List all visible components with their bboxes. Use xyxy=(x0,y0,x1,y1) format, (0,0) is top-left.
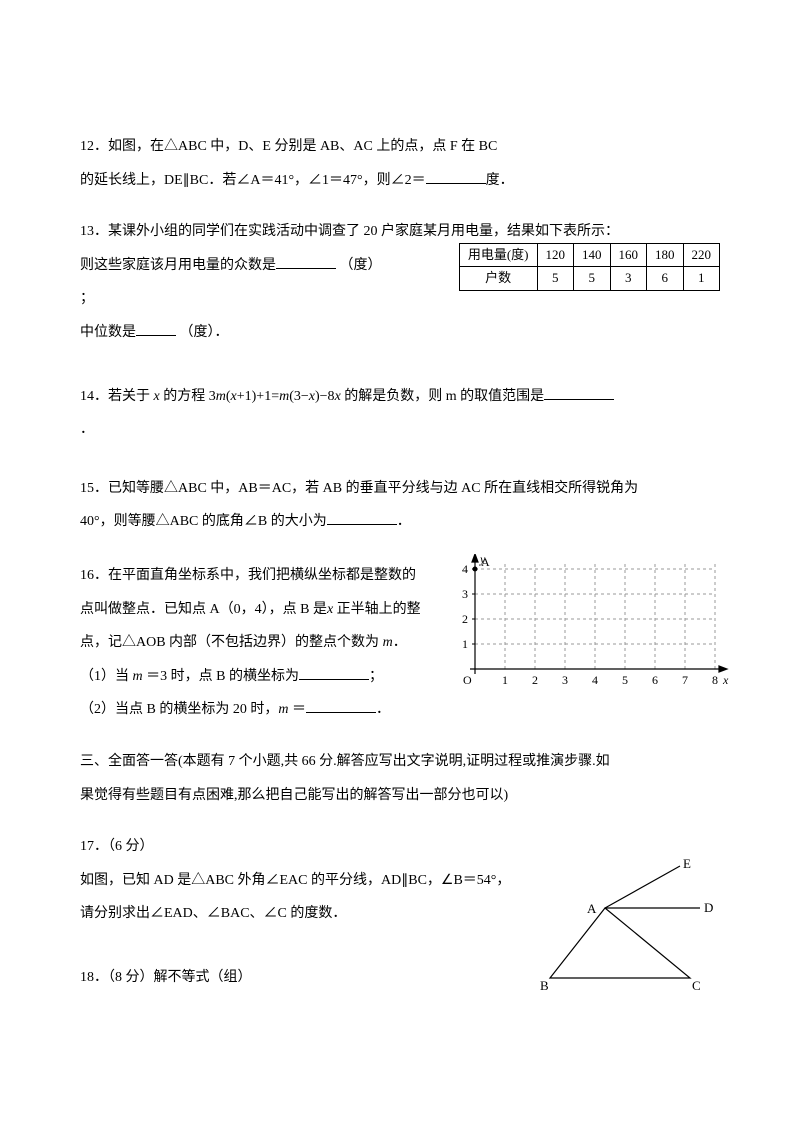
x-tick: 5 xyxy=(622,673,628,687)
electricity-table: 用电量(度) 120 140 160 180 220 户数 5 5 3 6 1 xyxy=(459,243,720,290)
y-tick: 1 xyxy=(462,637,468,651)
triangle-diagram: A B C D E xyxy=(520,858,730,998)
blank xyxy=(426,170,486,184)
y-tick: 4 xyxy=(462,562,468,576)
question-15: 15．已知等腰△ABC 中，AB＝AC，若 AB 的垂直平分线与边 AC 所在直… xyxy=(80,472,720,539)
question-12: 12．如图，在△ABC 中，D、E 分别是 AB、AC 上的点，点 F 在 BC… xyxy=(80,130,720,197)
q14-line2: ． xyxy=(80,413,720,447)
x-tick: 2 xyxy=(532,673,538,687)
y-tick: 3 xyxy=(462,587,468,601)
table-row: 用电量(度) 120 140 160 180 220 xyxy=(459,244,719,267)
label-E: E xyxy=(683,858,691,871)
table-cell: 3 xyxy=(610,267,647,290)
label-A: A xyxy=(587,901,597,916)
section-3-header: 三、全面答一答(本题有 7 个小题,共 66 分.解答应写出文字说明,证明过程或… xyxy=(80,745,720,812)
s3-line2: 果觉得有些题目有点困难,那么把自己能写出的解答写出一部分也可以) xyxy=(80,779,720,813)
x-tick: 8 xyxy=(712,673,718,687)
blank xyxy=(327,511,397,525)
blank xyxy=(544,386,614,400)
x-tick: 4 xyxy=(592,673,598,687)
table-header: 140 xyxy=(574,244,611,267)
question-17: 17．（6 分） 如图，已知 AD 是△ABC 外角∠EAC 的平分线，AD∥B… xyxy=(80,830,720,931)
label-C: C xyxy=(692,978,701,993)
coordinate-grid-diagram: 1 2 3 4 1 2 3 4 5 6 7 8 A O y x xyxy=(445,554,730,699)
x-tick: 1 xyxy=(502,673,508,687)
table-header: 160 xyxy=(610,244,647,267)
q13-line4: 中位数是 （度）． xyxy=(80,316,720,350)
table-cell: 6 xyxy=(647,267,684,290)
label-O: O xyxy=(463,673,472,687)
x-tick: 3 xyxy=(562,673,568,687)
question-14: 14．若关于 x 的方程 3m(x+1)+1=m(3−x)−8x 的解是负数，则… xyxy=(80,380,720,447)
q12-line2: 的延长线上，DE∥BC．若∠A＝41°，∠1＝47°，则∠2＝度． xyxy=(80,164,720,198)
table-header: 220 xyxy=(683,244,720,267)
point-A xyxy=(473,566,478,571)
question-13: 13．某课外小组的同学们在实践活动中调查了 20 户家庭某月用电量，结果如下表所… xyxy=(80,215,720,349)
x-tick: 6 xyxy=(652,673,658,687)
label-x: x xyxy=(722,673,729,687)
blank xyxy=(136,322,176,336)
y-tick: 2 xyxy=(462,612,468,626)
table-header: 120 xyxy=(537,244,574,267)
label-D: D xyxy=(704,900,713,915)
blank xyxy=(299,666,369,680)
table-row: 户数 5 5 3 6 1 xyxy=(459,267,719,290)
table-header: 180 xyxy=(647,244,684,267)
q12-line1: 12．如图，在△ABC 中，D、E 分别是 AB、AC 上的点，点 F 在 BC xyxy=(80,130,720,164)
q15-line2: 40°，则等腰△ABC 的底角∠B 的大小为． xyxy=(80,505,720,539)
q14-line1: 14．若关于 x 的方程 3m(x+1)+1=m(3−x)−8x 的解是负数，则… xyxy=(80,380,720,414)
label-B: B xyxy=(540,978,549,993)
table-header: 用电量(度) xyxy=(459,244,537,267)
x-tick: 7 xyxy=(682,673,688,687)
q15-line1: 15．已知等腰△ABC 中，AB＝AC，若 AB 的垂直平分线与边 AC 所在直… xyxy=(80,472,720,506)
table-cell: 5 xyxy=(537,267,574,290)
table-cell: 户数 xyxy=(459,267,537,290)
question-16: 16．在平面直角坐标系中，我们把横纵坐标都是整数的 点叫做整点．已知点 A（0，… xyxy=(80,559,720,727)
s3-line1: 三、全面答一答(本题有 7 个小题,共 66 分.解答应写出文字说明,证明过程或… xyxy=(80,745,720,779)
table-cell: 1 xyxy=(683,267,720,290)
table-cell: 5 xyxy=(574,267,611,290)
blank xyxy=(276,255,336,269)
label-y: y xyxy=(479,554,486,566)
blank xyxy=(306,699,376,713)
